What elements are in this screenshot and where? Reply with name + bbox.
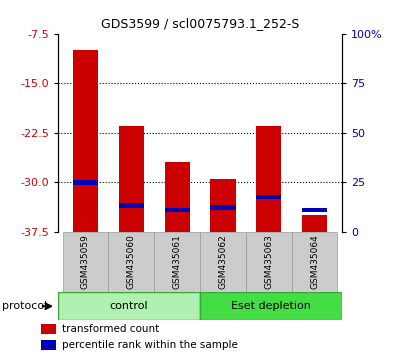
Bar [302,215,327,232]
Bar [164,208,190,212]
Bar [200,232,246,292]
Bar [292,232,338,292]
Bar [246,232,292,292]
Bar [73,180,98,185]
Bar [256,126,281,232]
Bar [58,292,200,320]
Text: GSM435061: GSM435061 [172,234,182,290]
Bar [256,195,281,199]
Bar [119,203,144,208]
Text: transformed count: transformed count [62,324,160,334]
Bar [210,205,236,210]
Text: control: control [110,301,148,311]
Bar [200,292,342,320]
Title: GDS3599 / scl0075793.1_252-S: GDS3599 / scl0075793.1_252-S [101,17,299,30]
Bar [73,50,98,232]
Bar [302,208,327,212]
Text: GSM435059: GSM435059 [81,234,90,290]
Bar [164,162,190,232]
Text: Eset depletion: Eset depletion [231,301,311,311]
Bar [210,179,236,232]
Bar [119,126,144,232]
Bar [41,340,56,350]
Text: GSM435062: GSM435062 [218,235,228,289]
Text: GSM435060: GSM435060 [127,234,136,290]
Text: GSM435064: GSM435064 [310,235,319,289]
Bar [62,232,108,292]
Bar [41,324,56,334]
Bar [154,232,200,292]
Text: protocol: protocol [2,301,47,311]
Text: GSM435063: GSM435063 [264,234,273,290]
Text: percentile rank within the sample: percentile rank within the sample [62,340,238,350]
Bar [108,232,154,292]
